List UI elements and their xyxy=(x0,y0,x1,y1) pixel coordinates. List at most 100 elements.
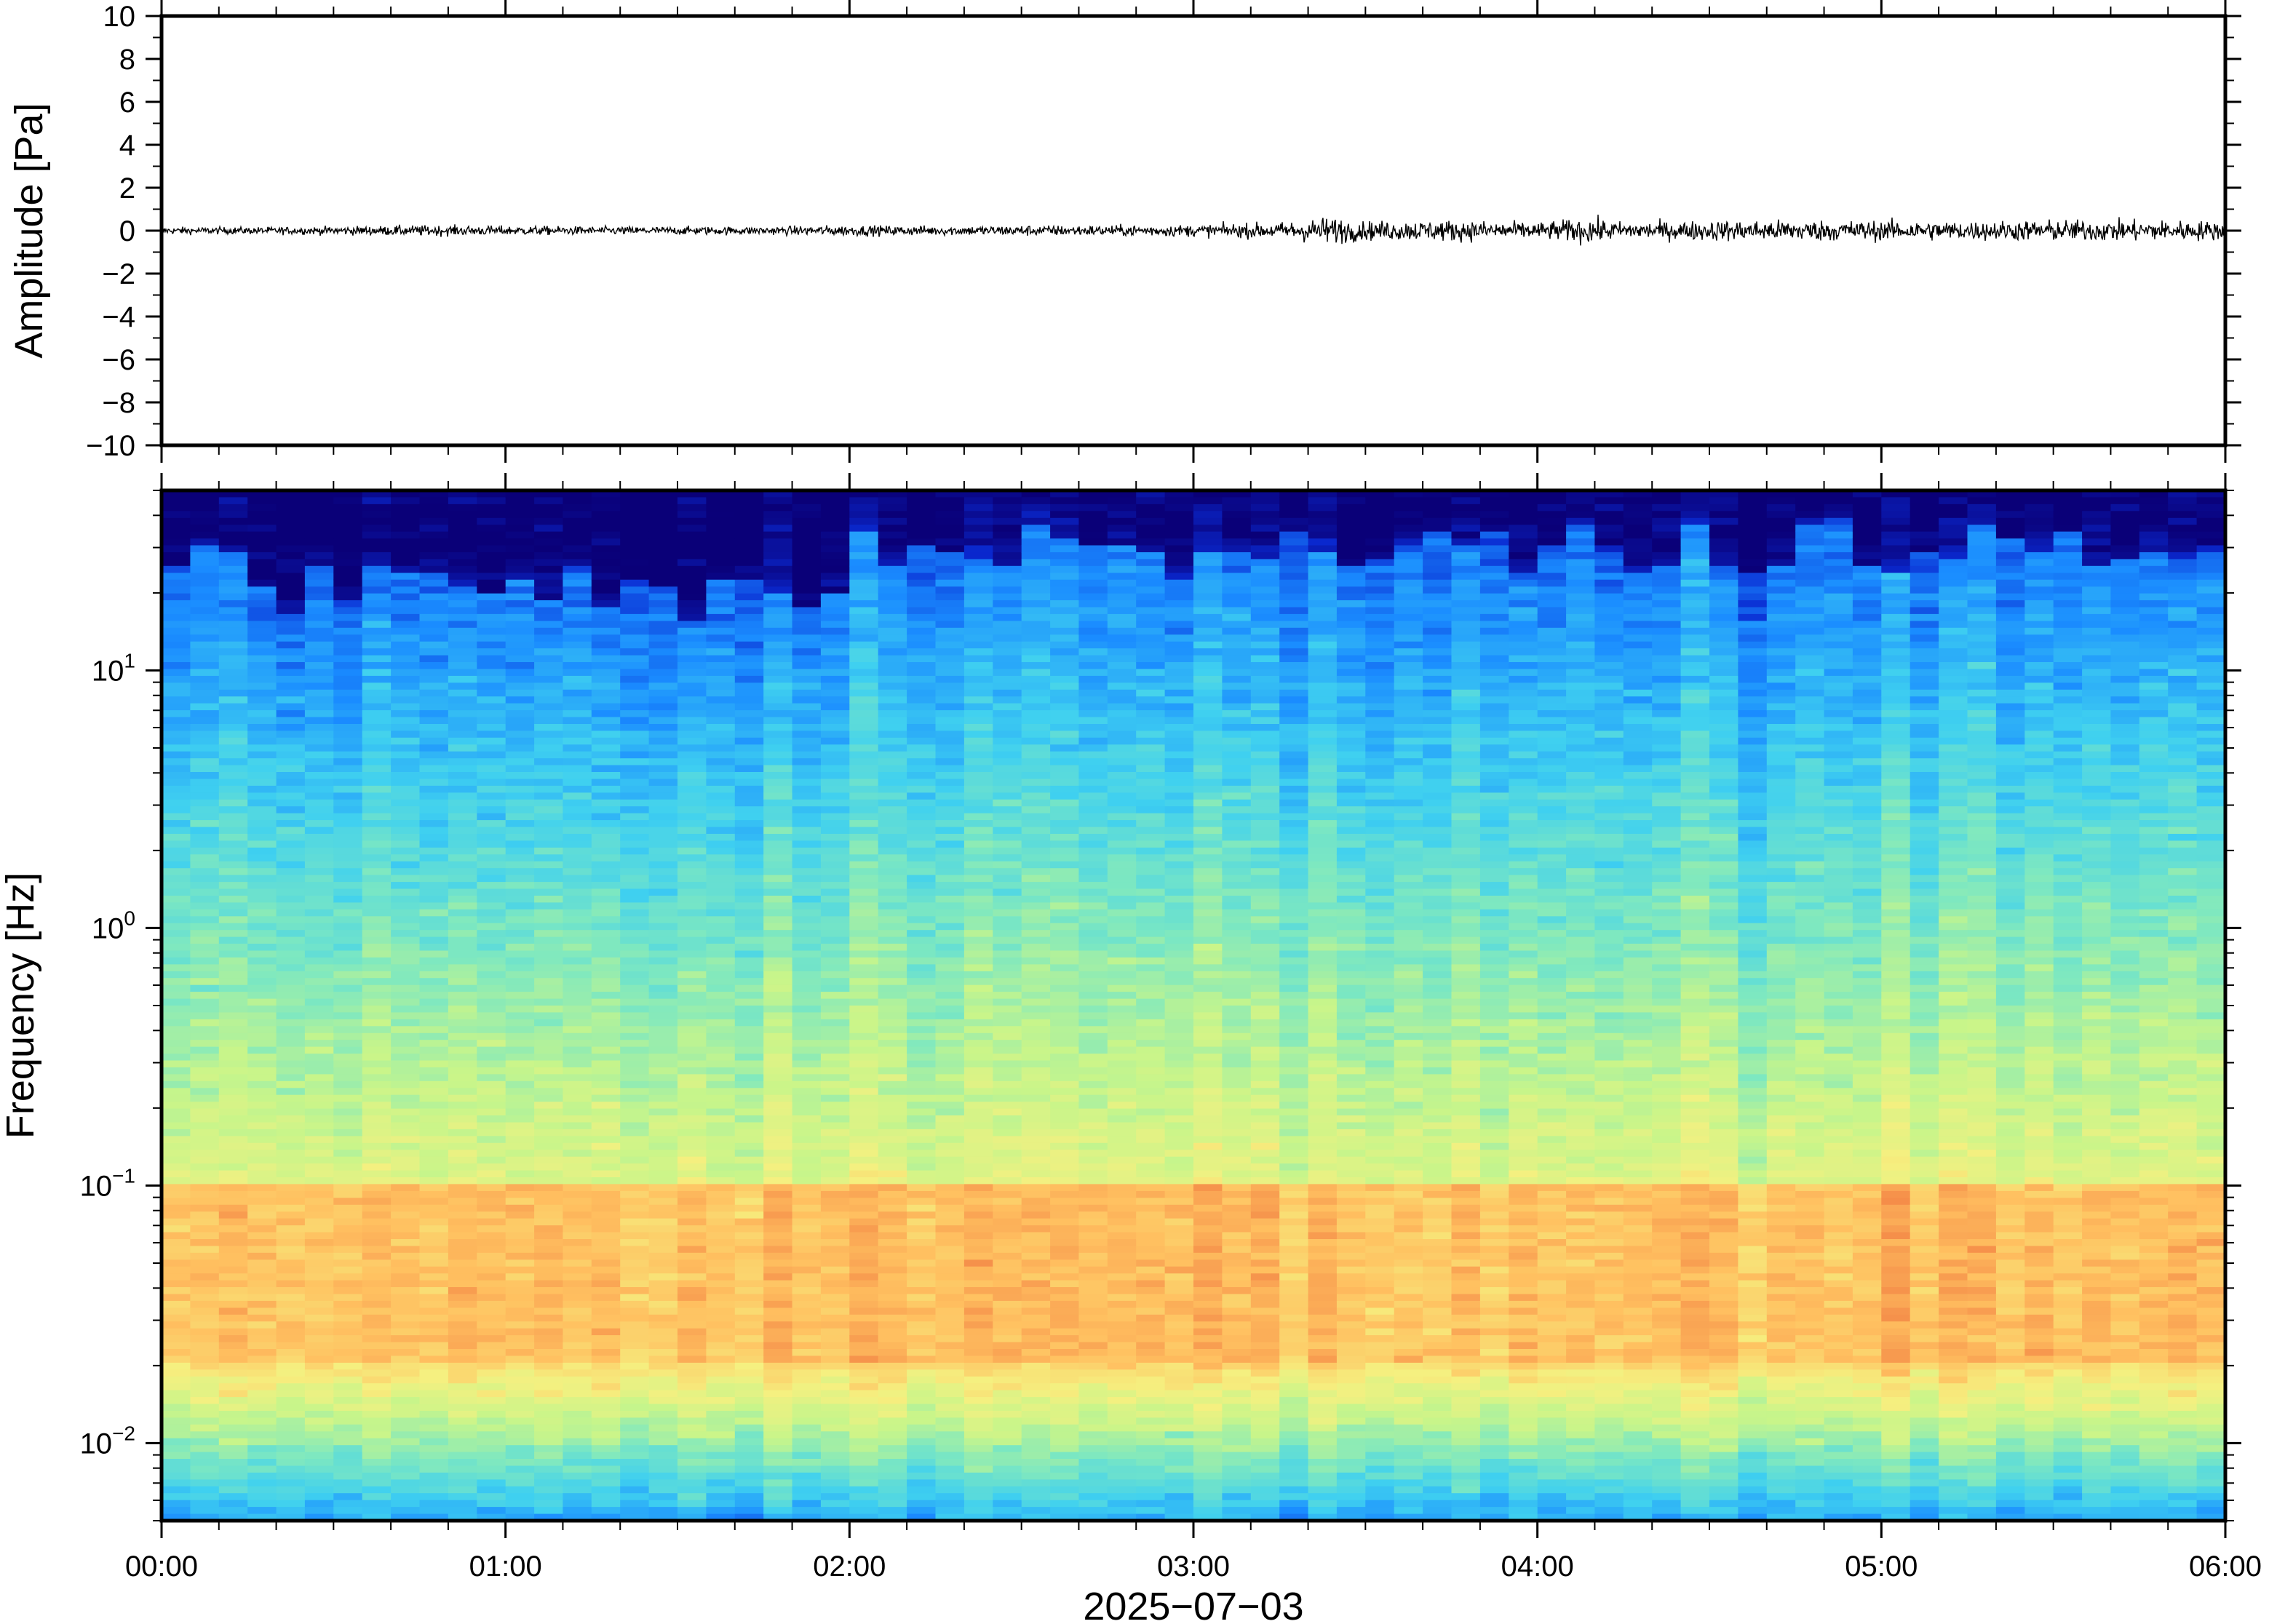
spectrogram-cell xyxy=(419,834,449,841)
spectrogram-cell xyxy=(677,1198,707,1206)
spectrogram-cell xyxy=(591,586,621,594)
spectrogram-cell xyxy=(648,648,678,656)
spectrogram-cell xyxy=(935,1190,965,1198)
spectrogram-cell xyxy=(190,648,220,656)
spectrogram-cell xyxy=(362,675,392,683)
spectrogram-cell xyxy=(963,1438,993,1446)
spectrogram-cell xyxy=(448,772,477,779)
spectrogram-cell xyxy=(677,785,707,793)
spectrogram-cell xyxy=(563,525,592,533)
spectrogram-cell xyxy=(534,1507,564,1515)
spectrogram-cell xyxy=(419,1417,449,1425)
spectrogram-cell xyxy=(419,627,449,635)
spectrogram-cell xyxy=(362,1273,392,1281)
spectrogram-cell xyxy=(276,675,306,683)
spectrogram-cell xyxy=(1078,868,1108,876)
spectrogram-cell xyxy=(1050,1046,1080,1054)
spectrogram-cell xyxy=(162,868,191,876)
spectrogram-cell xyxy=(276,998,306,1006)
spectrogram-cell xyxy=(648,875,678,883)
spectrogram-cell xyxy=(734,717,764,725)
spectrogram-cell xyxy=(448,1397,477,1405)
spectrogram-cell xyxy=(792,840,822,848)
spectrogram-cell xyxy=(276,1060,306,1068)
spectrogram-cell xyxy=(563,490,592,498)
spectrogram-cell xyxy=(1021,573,1051,581)
spectrogram-cell xyxy=(648,1239,678,1246)
spectrogram-cell xyxy=(362,1507,392,1515)
spectrogram-cell xyxy=(563,1431,592,1439)
spectrogram-cell xyxy=(907,1404,937,1412)
spectrogram-cell xyxy=(763,1225,793,1233)
spectrogram-cell xyxy=(591,1307,621,1315)
spectrogram-cell xyxy=(304,1225,334,1233)
spectrogram-cell xyxy=(563,621,592,629)
spectrogram-cell xyxy=(218,984,248,992)
spectrogram-cell xyxy=(763,751,793,759)
spectrogram-cell xyxy=(333,1060,363,1068)
spectrogram-cell xyxy=(963,834,993,841)
spectrogram-cell xyxy=(534,655,564,663)
spectrogram-cell xyxy=(1021,772,1051,779)
spectrogram-cell xyxy=(391,1218,421,1226)
spectrogram-cell xyxy=(391,1190,421,1198)
spectrogram-cell xyxy=(477,662,506,669)
spectrogram-cell xyxy=(792,916,822,924)
spectrogram-cell xyxy=(1021,1252,1051,1260)
spectrogram-cell xyxy=(907,531,937,539)
spectrogram-cell xyxy=(391,868,421,876)
spectrogram-cell xyxy=(1021,731,1051,739)
spectrogram-cell xyxy=(247,1150,277,1158)
spectrogram-cell xyxy=(677,1383,707,1391)
spectrogram-cell xyxy=(276,1445,306,1453)
spectrogram-cell xyxy=(963,1356,993,1364)
spectrogram-cell xyxy=(993,820,1022,828)
spectrogram-cell xyxy=(563,868,592,876)
spectrogram-cell xyxy=(620,689,650,697)
spectrogram-cell xyxy=(648,1390,678,1398)
spectrogram-cell xyxy=(276,1142,306,1150)
spectrogram-cell xyxy=(190,511,220,519)
spectrogram-cell xyxy=(763,1156,793,1164)
spectrogram-cell xyxy=(162,834,191,841)
spectrogram-cell xyxy=(907,1211,937,1219)
spectrogram-cell xyxy=(706,724,736,731)
spectrogram-cell xyxy=(391,1040,421,1048)
spectrogram-cell xyxy=(1021,1452,1051,1460)
spectrogram-cell xyxy=(734,655,764,663)
spectrogram-cell xyxy=(448,984,477,992)
spectrogram-cell xyxy=(563,710,592,718)
spectrogram-cell xyxy=(448,1424,477,1432)
spectrogram-cell xyxy=(505,641,535,649)
spectrogram-cell xyxy=(963,971,993,979)
spectrogram-cell xyxy=(706,847,736,855)
spectrogram-cell xyxy=(993,1246,1022,1254)
spectrogram-cell xyxy=(677,1040,707,1048)
spectrogram-cell xyxy=(304,1190,334,1198)
spectrogram-cell xyxy=(218,1465,248,1473)
spectrogram-cell xyxy=(505,1032,535,1040)
spectrogram-cell xyxy=(563,909,592,917)
spectrogram-cell xyxy=(1050,964,1080,972)
spectrogram-cell xyxy=(505,593,535,601)
spectrogram-cell xyxy=(276,1411,306,1418)
spectrogram-cell xyxy=(505,1190,535,1198)
spectrogram-cell xyxy=(734,868,764,876)
spectrogram-cell xyxy=(1078,813,1108,821)
spectrogram-cell xyxy=(448,1142,477,1150)
spectrogram-cell xyxy=(534,1328,564,1336)
spectrogram-cell xyxy=(648,1184,678,1192)
spectrogram-cell xyxy=(591,503,621,512)
spectrogram-cell xyxy=(963,669,993,677)
spectrogram-cell xyxy=(333,1465,363,1473)
spectrogram-cell xyxy=(677,1376,707,1384)
spectrogram-cell xyxy=(190,1040,220,1048)
spectrogram-cell xyxy=(907,834,937,841)
spectrogram-cell xyxy=(820,1190,850,1198)
spectrogram-cell xyxy=(878,751,907,759)
spectrogram-cell xyxy=(963,552,993,560)
spectrogram-cell xyxy=(419,1040,449,1048)
spectrogram-cell xyxy=(935,1225,965,1233)
spectrogram-cell xyxy=(763,785,793,793)
spectrogram-cell xyxy=(162,1136,191,1144)
